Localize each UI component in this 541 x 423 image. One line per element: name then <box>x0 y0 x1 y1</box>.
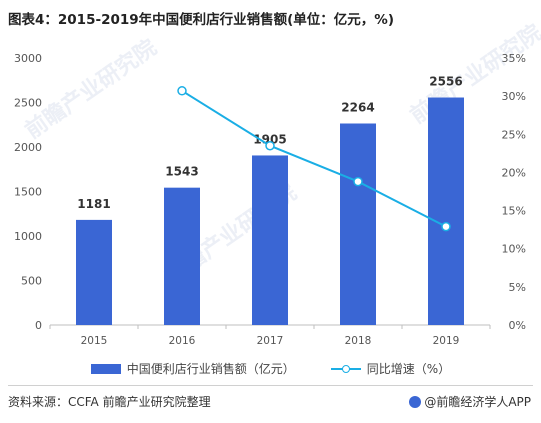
legend: 中国便利店行业销售额（亿元） 同比增速（%） <box>0 360 541 377</box>
bar-value-label: 1543 <box>165 165 198 179</box>
x-tick-label: 2018 <box>345 335 372 347</box>
legend-bar-swatch <box>90 363 121 374</box>
growth-point <box>441 221 451 232</box>
y-left-tick-label: 0 <box>35 319 42 332</box>
y-right-tick-label: 35% <box>502 52 526 65</box>
y-left-tick-label: 1000 <box>14 230 42 243</box>
x-tick-label: 2017 <box>257 335 284 347</box>
x-tick-label: 2019 <box>433 335 460 347</box>
bar-value-label: 2264 <box>341 101 374 115</box>
bar <box>164 187 200 325</box>
growth-line-path <box>181 89 447 228</box>
bar <box>76 219 112 325</box>
brand-credit-text: @前瞻经济学人APP <box>424 395 531 409</box>
y-left-tick-label: 2500 <box>14 97 42 110</box>
legend-item-sales: 中国便利店行业销售额（亿元） <box>90 360 295 377</box>
growth-point <box>265 140 275 151</box>
y-left-tick-label: 1500 <box>14 186 42 199</box>
brand-credit: @前瞻经济学人APP <box>409 393 531 410</box>
y-right-tick-label: 5% <box>509 281 526 294</box>
growth-point <box>177 86 187 96</box>
y-left-tick-label: 2000 <box>14 141 42 154</box>
legend-line-swatch <box>330 363 361 375</box>
x-tick-label: 2016 <box>169 335 196 347</box>
legend-label-growth: 同比增速（%） <box>366 362 451 376</box>
bar-value-label: 2556 <box>429 75 462 89</box>
footer-divider <box>8 385 533 386</box>
growth-line <box>177 86 451 232</box>
watermark-text: 前瞻产业研究院 <box>20 34 161 144</box>
y-left-tick-label: 3000 <box>14 52 42 65</box>
bar <box>252 155 288 325</box>
y-right-tick-label: 25% <box>502 128 526 141</box>
source-note: 资料来源：CCFA 前瞻产业研究院整理 <box>8 395 211 409</box>
brand-logo-icon <box>409 396 422 408</box>
chart-title: 图表4：2015-2019年中国便利店行业销售额(单位：亿元，%) <box>8 12 395 28</box>
bar-value-label: 1181 <box>77 197 110 211</box>
watermark-text: 前瞻产业研究院 <box>405 19 541 129</box>
bar-value-label: 1905 <box>253 132 286 146</box>
y-right-tick-label: 10% <box>502 243 526 256</box>
y-right-tick-label: 0% <box>509 319 526 332</box>
legend-item-growth: 同比增速（%） <box>330 360 451 377</box>
bars <box>76 97 464 326</box>
y-right-tick-label: 15% <box>502 205 526 218</box>
bar <box>340 123 376 325</box>
y-right-tick-label: 20% <box>502 166 526 179</box>
bar <box>428 97 464 326</box>
growth-point <box>353 176 363 187</box>
x-tick-label: 2015 <box>81 335 108 347</box>
legend-label-sales: 中国便利店行业销售额（亿元） <box>126 362 295 376</box>
bar-labels: 1181 1543 1905 2264 2556 <box>77 75 462 211</box>
y-left-tick-label: 500 <box>21 275 42 288</box>
y-right-tick-label: 30% <box>502 90 526 103</box>
